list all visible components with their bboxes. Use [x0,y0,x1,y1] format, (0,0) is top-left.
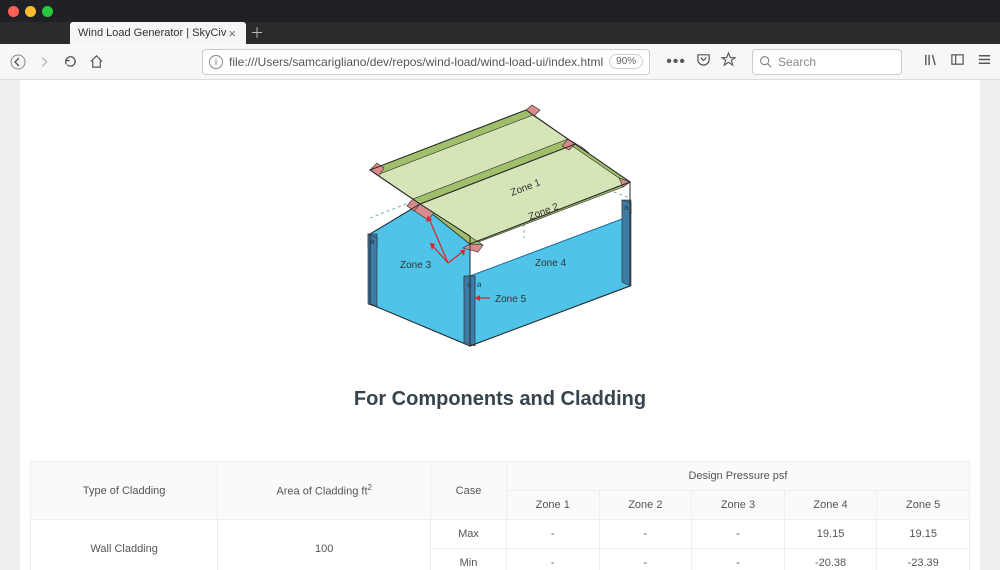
zone5-label: Zone 5 [495,294,527,305]
th-zone: Zone 3 [692,491,785,520]
th-zone: Zone 4 [784,491,877,520]
cell-value: -20.38 [784,549,877,570]
library-icon[interactable] [923,52,938,72]
a-label-3: a [477,280,482,289]
zone4-label: Zone 4 [535,258,567,269]
table-row: Wall Cladding100Max---19.1519.15 [31,520,970,549]
cell-value: - [599,549,692,570]
page-content: Zone 1 Zone 2 Zone 3 Zone 4 Zone 5 a a a… [20,80,980,570]
a-label-2: a [467,280,472,289]
th-case: Case [431,462,507,520]
cell-value: - [599,520,692,549]
cell-area: 100 [218,520,431,570]
cladding-table: Type of Cladding Area of Cladding ft2 Ca… [30,461,970,570]
th-area: Area of Cladding ft2 [218,462,431,520]
search-bar[interactable]: Search [752,49,902,75]
a-label-1: a [370,237,375,246]
cell-case: Max [431,520,507,549]
maximize-window-button[interactable] [42,6,53,17]
browser-tabstrip: Wind Load Generator | SkyCiv × ＋ [0,22,1000,44]
section-heading: For Components and Cladding [20,388,980,411]
tab-title: Wind Load Generator | SkyCiv [78,27,226,39]
home-button[interactable] [86,52,106,72]
a-label-4: a [624,203,629,212]
cell-type: Wall Cladding [31,520,218,570]
tab-close-icon[interactable]: × [226,26,238,41]
th-zone: Zone 1 [506,491,599,520]
close-window-button[interactable] [8,6,19,17]
cell-value: -23.39 [877,549,970,570]
cell-case: Min [431,549,507,570]
zone3-label: Zone 3 [400,260,432,271]
cell-value: - [692,549,785,570]
new-tab-button[interactable]: ＋ [246,22,268,44]
pocket-icon[interactable] [696,52,711,72]
building-zones-diagram: Zone 1 Zone 2 Zone 3 Zone 4 Zone 5 a a a… [340,88,660,348]
page-viewport[interactable]: Zone 1 Zone 2 Zone 3 Zone 4 Zone 5 a a a… [0,80,1000,570]
cell-value: - [506,549,599,570]
sidebar-icon[interactable] [950,52,965,72]
macos-titlebar [0,0,1000,22]
site-info-icon[interactable]: i [209,55,223,69]
search-icon [759,55,772,68]
th-zone: Zone 2 [599,491,692,520]
url-bar[interactable]: i file:///Users/samcarigliano/dev/repos/… [202,49,650,75]
cell-value: - [506,520,599,549]
th-zone: Zone 5 [877,491,970,520]
cell-value: - [692,520,785,549]
cell-value: 19.15 [784,520,877,549]
more-actions-icon[interactable]: ••• [666,53,686,71]
page-actions: ••• [666,52,736,72]
zoom-badge[interactable]: 90% [609,54,643,69]
browser-toolbar: i file:///Users/samcarigliano/dev/repos/… [0,44,1000,80]
reload-button[interactable] [60,52,80,72]
cell-value: 19.15 [877,520,970,549]
url-text: file:///Users/samcarigliano/dev/repos/wi… [229,55,603,69]
hamburger-menu-icon[interactable] [977,52,992,72]
browser-tab-active[interactable]: Wind Load Generator | SkyCiv × [70,22,246,44]
back-button[interactable] [8,52,28,72]
search-placeholder: Search [778,55,816,69]
forward-button[interactable] [34,52,54,72]
minimize-window-button[interactable] [25,6,36,17]
bookmark-star-icon[interactable] [721,52,736,72]
th-design: Design Pressure psf [506,462,969,491]
th-type: Type of Cladding [31,462,218,520]
